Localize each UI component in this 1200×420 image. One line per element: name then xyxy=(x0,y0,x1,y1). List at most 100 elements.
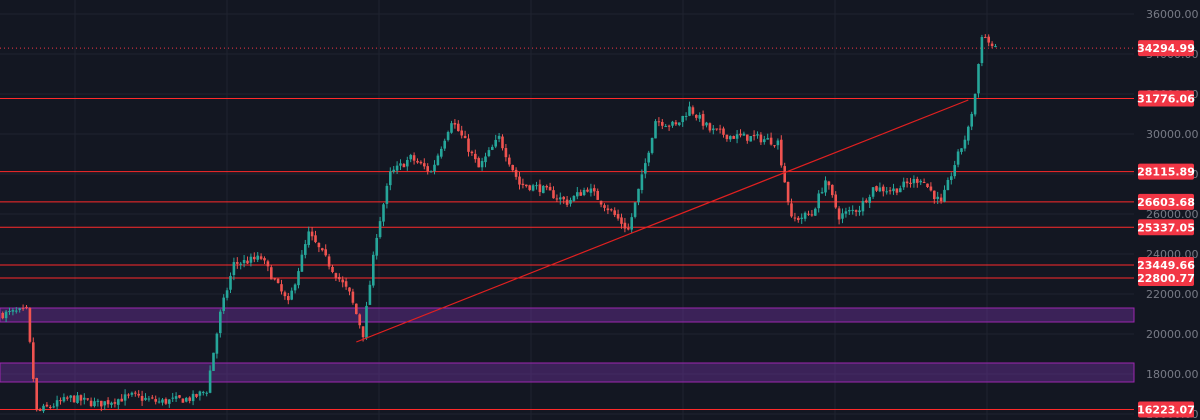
price-axis-tick: 20000.00 xyxy=(1146,328,1199,341)
candle-body xyxy=(865,200,868,203)
candle-body xyxy=(15,310,18,312)
candle-body xyxy=(565,199,569,205)
candle-body xyxy=(722,128,725,135)
candle-body xyxy=(283,292,287,297)
candle-body xyxy=(89,400,93,407)
candle-body xyxy=(178,395,181,398)
candle-body xyxy=(851,209,854,211)
candle-body xyxy=(229,275,232,290)
candle-body xyxy=(712,128,715,131)
candle-body xyxy=(249,256,253,263)
price-level-tag-label: 22800.77 xyxy=(1137,272,1195,285)
candle-body xyxy=(32,342,35,379)
candle-body xyxy=(752,134,756,137)
candle-body xyxy=(926,183,929,188)
price-level-tag-label: 31776.06 xyxy=(1137,92,1195,105)
candle-body xyxy=(640,174,644,190)
candle-body xyxy=(780,139,783,166)
candle-body xyxy=(385,185,389,204)
candle-body xyxy=(528,185,531,190)
candle-body xyxy=(681,115,684,123)
candle-body xyxy=(756,134,759,136)
candle-body xyxy=(715,128,718,130)
candle-body xyxy=(542,185,545,194)
candle-body xyxy=(4,311,8,319)
candle-body xyxy=(535,185,538,187)
candle-body xyxy=(919,180,922,183)
candle-body xyxy=(698,115,701,119)
candle-body xyxy=(38,410,42,412)
candle-body xyxy=(939,197,943,202)
candle-body xyxy=(814,208,817,216)
price-level-tag-label: 25337.05 xyxy=(1137,221,1195,234)
candle-body xyxy=(100,400,103,407)
candle-body xyxy=(144,397,147,400)
candle-body xyxy=(895,188,899,193)
candle-body xyxy=(746,134,749,141)
candle-body xyxy=(171,397,174,399)
candle-body xyxy=(586,189,589,192)
candle-body xyxy=(35,378,38,411)
candle-body xyxy=(630,217,633,230)
candle-body xyxy=(321,248,324,251)
candle-body xyxy=(562,196,565,200)
candle-body xyxy=(633,202,637,217)
candle-body xyxy=(599,200,603,205)
candle-body xyxy=(161,399,164,403)
candle-body xyxy=(644,163,647,174)
candle-body xyxy=(497,135,501,139)
candle-body xyxy=(426,166,429,172)
candle-body xyxy=(406,160,409,167)
candle-body xyxy=(936,196,939,199)
price-axis-tick: 26000.00 xyxy=(1146,208,1199,221)
candle-body xyxy=(766,138,769,140)
candle-body xyxy=(848,210,851,212)
candle-body xyxy=(147,398,151,400)
candle-body xyxy=(423,163,426,167)
candle-body xyxy=(933,190,936,200)
candle-body xyxy=(647,152,650,163)
price-level-tag xyxy=(1138,90,1194,107)
price-axis-tick: 36000.00 xyxy=(1146,8,1199,21)
candle-body xyxy=(861,200,865,212)
candle-body xyxy=(450,123,453,133)
candle-body xyxy=(569,199,572,204)
candle-body xyxy=(436,155,440,166)
candle-body xyxy=(195,394,198,397)
candle-body xyxy=(134,392,137,394)
candle-body xyxy=(365,305,368,339)
price-zone xyxy=(0,362,1135,383)
candle-body xyxy=(514,169,518,177)
candle-body xyxy=(596,190,599,200)
candle-body xyxy=(324,249,327,256)
price-level-tag xyxy=(1138,269,1194,286)
candle-body xyxy=(263,258,266,261)
candle-body xyxy=(287,296,290,301)
candle-body xyxy=(127,394,130,396)
candle-body xyxy=(259,256,263,259)
price-level-tag xyxy=(1138,219,1194,236)
candle-body xyxy=(548,186,552,191)
candle-body xyxy=(956,151,960,165)
candle-body xyxy=(888,190,892,192)
candle-body xyxy=(21,307,25,309)
candle-body xyxy=(297,271,300,286)
candle-body xyxy=(25,306,28,308)
candle-body xyxy=(579,192,582,196)
candle-body xyxy=(667,125,671,127)
candle-body xyxy=(623,222,627,229)
candle-body xyxy=(416,160,419,163)
trendline xyxy=(356,99,969,343)
candle-body xyxy=(912,178,916,184)
candle-body xyxy=(480,161,484,168)
candle-body xyxy=(518,176,521,185)
candle-body xyxy=(242,259,246,264)
candle-body xyxy=(841,213,844,219)
candle-body xyxy=(110,402,113,405)
candle-body xyxy=(470,151,474,154)
price-axis-tick: 30000.00 xyxy=(1146,128,1199,141)
candle-body xyxy=(902,181,905,188)
candle-body xyxy=(749,136,752,142)
